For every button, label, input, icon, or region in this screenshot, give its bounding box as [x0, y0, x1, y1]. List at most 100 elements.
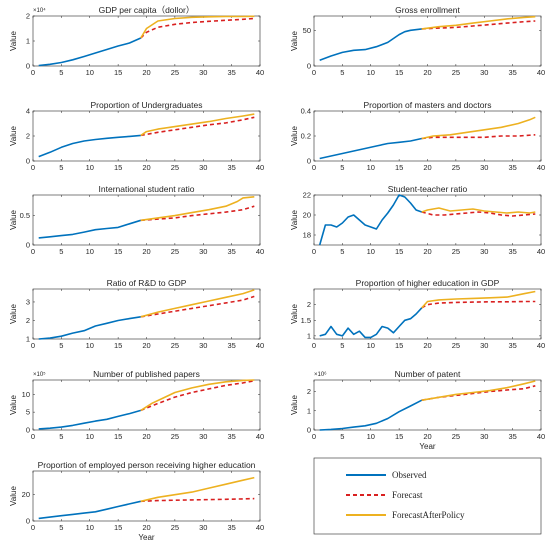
x-tick-label: 25: [171, 341, 179, 350]
y-axis-label: Value: [9, 126, 18, 146]
series-line-observed: [38, 219, 142, 239]
x-tick-label: 20: [423, 247, 431, 256]
x-tick-label: 25: [171, 163, 179, 172]
y-tick-label: 0: [26, 241, 30, 250]
chart-panel-3: 0 5 10 15 20 25 30 35 40 0 2 4 Proportion of Undergr…: [9, 100, 264, 172]
x-tick-label: 10: [367, 341, 375, 350]
y-tick-label: 2: [307, 387, 311, 396]
x-tick-label: 15: [114, 432, 122, 441]
axes-box: [32, 470, 261, 522]
chart-panel-10: 0 5 10 15 20 25 30 35 40 0 1 2 Number of patent ×10⁶ V…: [290, 369, 545, 441]
x-tick-label: 0: [312, 68, 316, 77]
x-tick-label: 35: [227, 523, 235, 532]
y-axis-label: Value: [9, 210, 18, 230]
series-line-forecast: [421, 211, 536, 217]
series-line-forecastafterpolicy: [140, 15, 255, 39]
series-line-forecastafterpolicy: [421, 380, 536, 401]
x-tick-label: 35: [227, 247, 235, 256]
chart-panel-5: 0 5 10 15 20 25 30 35 40 0 0.5 International studen…: [9, 184, 264, 256]
x-tick-label: 35: [508, 68, 516, 77]
x-tick-label: 40: [537, 163, 545, 172]
series-line-forecast: [140, 205, 255, 222]
x-tick-label: 40: [256, 68, 264, 77]
x-tick-label: 25: [452, 432, 460, 441]
series-line-observed: [319, 307, 423, 339]
x-tick-label: 30: [480, 432, 488, 441]
y-axis-label: Value: [9, 395, 18, 415]
x-tick-label: 20: [142, 341, 150, 350]
chart-title: Proportion of Undergraduates: [91, 100, 203, 110]
y-tick-label: 2: [307, 300, 311, 309]
x-tick-label: 15: [114, 523, 122, 532]
x-tick-label: 40: [537, 247, 545, 256]
series-line-observed: [38, 37, 142, 67]
y-tick-label: 0.4: [301, 107, 311, 116]
x-tick-label: 15: [114, 68, 122, 77]
series-line-observed: [319, 399, 423, 431]
y-tick-label: 1.5: [301, 316, 311, 325]
x-tick-label: 5: [59, 523, 63, 532]
chart-panel-11: 0 5 10 15 20 25 30 35 40 0 20 Proportion of employe…: [9, 460, 264, 541]
x-tick-label: 25: [452, 247, 460, 256]
x-tick-label: 20: [142, 523, 150, 532]
x-tick-label: 0: [312, 247, 316, 256]
x-tick-label: 10: [86, 68, 94, 77]
x-tick-label: 40: [537, 341, 545, 350]
x-tick-label: 20: [142, 432, 150, 441]
series-line-forecastafterpolicy: [140, 113, 255, 137]
series-line-forecastafterpolicy: [421, 15, 536, 30]
x-tick-label: 40: [537, 432, 545, 441]
x-tick-label: 30: [199, 341, 207, 350]
x-tick-label: 30: [199, 163, 207, 172]
y-tick-label: 1: [307, 406, 311, 415]
x-tick-label: 5: [340, 163, 344, 172]
y-axis-label: Value: [290, 126, 299, 146]
x-tick-label: 35: [227, 341, 235, 350]
y-tick-label: 0: [307, 426, 311, 435]
series-line-observed: [38, 409, 142, 430]
x-tick-label: 5: [59, 163, 63, 172]
x-tick-label: 5: [340, 341, 344, 350]
x-tick-label: 40: [256, 432, 264, 441]
x-tick-label: 15: [395, 163, 403, 172]
series-line-forecastafterpolicy: [140, 476, 255, 503]
x-tick-label: 10: [86, 341, 94, 350]
series-line-forecast: [140, 379, 255, 412]
y-tick-label: 50: [303, 26, 311, 35]
chart-panel-4: 0 5 10 15 20 25 30 35 40 0 0.2 0.4 Proportion of mas…: [290, 100, 545, 172]
y-tick-label: 1: [307, 331, 311, 340]
x-tick-label: 20: [142, 68, 150, 77]
x-tick-label: 0: [312, 341, 316, 350]
x-tick-label: 25: [452, 341, 460, 350]
legend: Observed Forecast ForecastAfterPolicy: [313, 457, 542, 535]
chart-title: Ratio of R&D to GDP: [107, 278, 187, 288]
x-tick-label: 25: [171, 432, 179, 441]
series-line-forecastafterpolicy: [140, 289, 255, 318]
x-tick-label: 10: [367, 247, 375, 256]
x-tick-label: 10: [367, 432, 375, 441]
x-tick-label: 10: [367, 68, 375, 77]
y-tick-label: 0: [26, 517, 30, 526]
x-tick-label: 30: [199, 247, 207, 256]
x-tick-label: 20: [423, 68, 431, 77]
x-tick-label: 0: [31, 163, 35, 172]
x-tick-label: 30: [480, 247, 488, 256]
x-tick-label: 0: [312, 163, 316, 172]
x-tick-label: 40: [256, 247, 264, 256]
y-axis-label: Value: [290, 395, 299, 415]
x-tick-label: 35: [227, 432, 235, 441]
series-line-observed: [38, 316, 141, 340]
x-tick-label: 0: [312, 432, 316, 441]
x-tick-label: 35: [508, 247, 516, 256]
y-tick-label: 2: [26, 132, 30, 141]
y-axis-label: Value: [9, 304, 18, 324]
x-tick-label: 15: [395, 432, 403, 441]
x-tick-label: 10: [86, 523, 94, 532]
chart-title: GDP per capita（dollor）: [99, 5, 195, 15]
series-line-forecast: [140, 295, 255, 318]
x-tick-label: 15: [114, 163, 122, 172]
x-tick-label: 30: [480, 163, 488, 172]
chart-title: International student ratio: [99, 184, 195, 194]
y-tick-label: 1: [26, 37, 30, 46]
